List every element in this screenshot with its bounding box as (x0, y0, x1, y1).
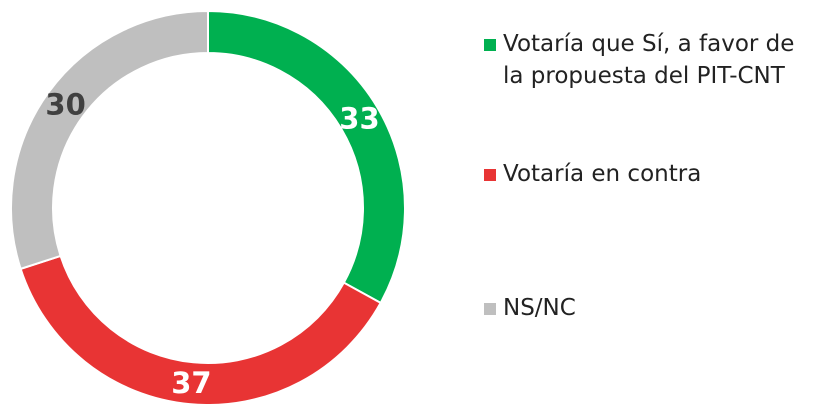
slice (19, 254, 382, 404)
legend-swatch (484, 39, 496, 51)
legend-label: Votaría en contra (503, 161, 702, 187)
legend-label: Votaría que Sí, a favor de la propuesta … (503, 31, 795, 89)
legend-item: Votaría en contra (484, 158, 814, 190)
legend-swatch (484, 303, 496, 315)
value-label: 37 (171, 366, 211, 400)
chart: 33 37 30 (10, 9, 406, 404)
slice (207, 9, 406, 305)
legend-item: NS/NC (484, 292, 814, 324)
value-label: 33 (339, 101, 379, 135)
value-label: 30 (45, 88, 85, 122)
legend-swatch (484, 169, 496, 181)
slice (10, 9, 209, 271)
legend-label: NS/NC (503, 295, 576, 321)
legend-item: Votaría que Sí, a favor de la propuesta … (484, 28, 814, 92)
